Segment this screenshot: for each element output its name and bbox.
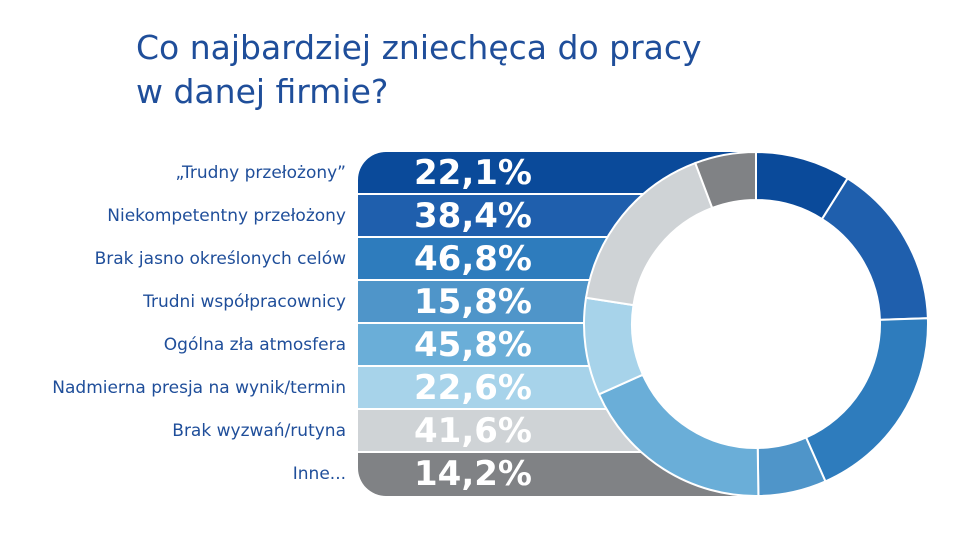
category-label: Ogólna zła atmosfera <box>163 335 346 355</box>
value-label: 46,8% <box>414 239 532 279</box>
value-label: 38,4% <box>414 196 532 236</box>
category-label: Brak jasno określonych celów <box>94 249 346 269</box>
value-label: 14,2% <box>414 454 532 494</box>
title-line-1: Co najbardziej zniechęca do pracy <box>136 28 702 67</box>
donut-chart <box>583 150 929 497</box>
value-label: 22,6% <box>414 368 532 408</box>
value-label: 45,8% <box>414 325 532 365</box>
category-label: Nadmierna presja na wynik/termin <box>52 378 346 398</box>
value-label: 41,6% <box>414 411 532 451</box>
category-label: Trudni współpracownicy <box>143 292 346 312</box>
category-labels: „Trudny przełożony” Niekompetentny przeł… <box>0 152 346 496</box>
category-label: Niekompetentny przełożony <box>107 206 346 226</box>
chart-title: Co najbardziej zniechęca do pracy w dane… <box>136 26 896 114</box>
category-label: Inne... <box>292 464 346 484</box>
title-line-2: w danej firmie? <box>136 72 389 111</box>
donut-hole <box>632 200 880 448</box>
value-label: 15,8% <box>414 282 532 322</box>
value-label: 22,1% <box>414 153 532 193</box>
category-label: Brak wyzwań/rutyna <box>172 421 346 441</box>
category-label: „Trudny przełożony” <box>175 163 346 183</box>
